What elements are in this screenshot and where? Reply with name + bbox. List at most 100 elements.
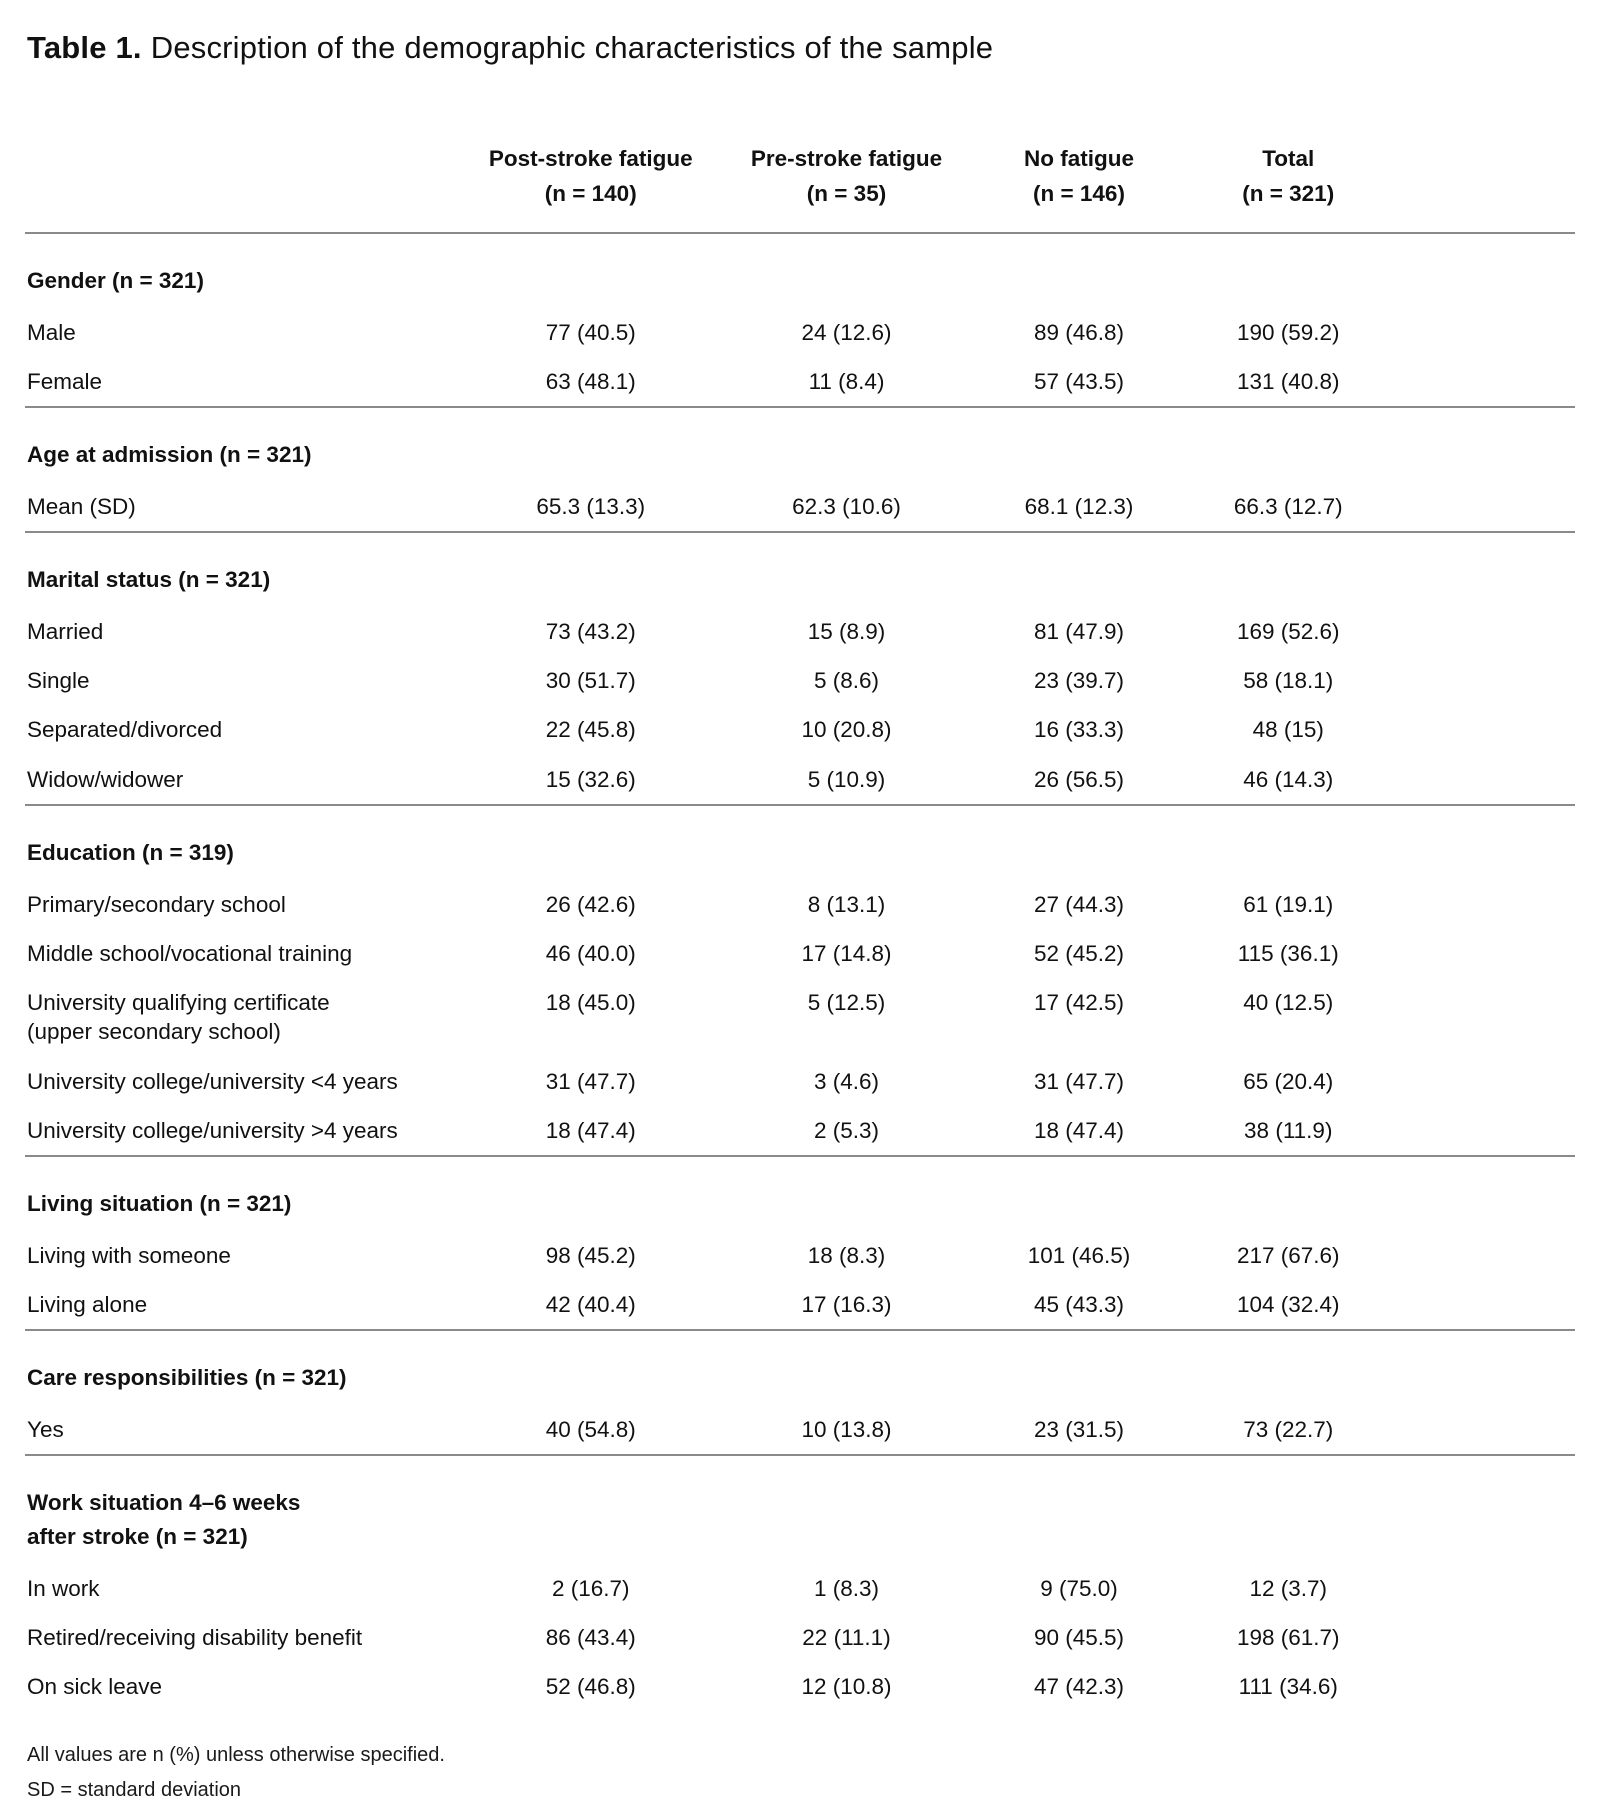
table-row: Primary/secondary school 26 (42.6) 8 (13.1… bbox=[25, 880, 1575, 929]
data-cell: 11 (8.4) bbox=[808, 368, 885, 394]
spacer-cell bbox=[1389, 755, 1575, 805]
header-row: Post-stroke fatigue (n = 140) Pre-stroke… bbox=[25, 116, 1575, 234]
table-row: Female 63 (48.1) 11 (8.4) 57 (43.5) 131 (40.… bbox=[25, 357, 1575, 407]
table-row: Retired/receiving disability benefit 86 (… bbox=[25, 1613, 1575, 1662]
header-cell-total: Total (n = 321) bbox=[1187, 116, 1389, 234]
section-header: Work situation 4–6 weeks after stroke (n… bbox=[25, 1454, 1575, 1564]
data-cell: 18 (45.0) bbox=[545, 990, 636, 1015]
section-header-row: Care responsibilities (n = 321) bbox=[25, 1329, 1575, 1405]
data-cell: 18 (47.4) bbox=[545, 1117, 636, 1143]
data-cell: 5 (10.9) bbox=[807, 766, 886, 792]
section-header: Age at admission (n = 321) bbox=[25, 406, 1575, 482]
data-cell: 111 (34.6) bbox=[1238, 1674, 1338, 1700]
data-cell: 131 (40.8) bbox=[1236, 368, 1340, 394]
data-cell: 1 (8.3) bbox=[813, 1575, 880, 1601]
spacer-cell bbox=[1389, 1231, 1575, 1280]
table-row: Middle school/vocational training 46 (40.… bbox=[25, 929, 1575, 978]
row-label: Living alone bbox=[27, 1292, 148, 1317]
column-name: No fatigue bbox=[1024, 146, 1134, 171]
header-cell-pre-stroke: Pre-stroke fatigue (n = 35) bbox=[722, 116, 971, 234]
row-label: Single bbox=[27, 668, 90, 693]
row-label: Widow/widower bbox=[27, 766, 184, 792]
row-label: Primary/secondary school bbox=[27, 891, 286, 917]
data-cell: 12 (3.7) bbox=[1249, 1575, 1328, 1601]
data-cell: 52 (46.8) bbox=[545, 1674, 636, 1700]
section-header: Education (n = 319) bbox=[25, 803, 1575, 880]
row-label: Yes bbox=[27, 1417, 64, 1442]
data-cell: 31 (47.7) bbox=[545, 1068, 636, 1094]
data-cell: 65.3 (13.3) bbox=[536, 493, 646, 519]
spacer-cell bbox=[1389, 880, 1575, 929]
row-label: In work bbox=[27, 1575, 100, 1601]
data-cell: 47 (42.3) bbox=[1033, 1674, 1125, 1700]
table-row: In work 2 (16.7) 1 (8.3) 9 (75.0) 12 (3.7) bbox=[25, 1564, 1575, 1613]
spacer-cell bbox=[1389, 1613, 1575, 1662]
data-cell: 17 (14.8) bbox=[801, 940, 892, 966]
data-cell: 61 (19.1) bbox=[1243, 891, 1334, 917]
data-cell: 217 (67.6) bbox=[1236, 1242, 1340, 1268]
data-cell: 57 (43.5) bbox=[1033, 368, 1125, 394]
data-cell: 23 (31.5) bbox=[1033, 1417, 1125, 1442]
table-row: University qualifying certificate (upper… bbox=[25, 978, 1575, 1057]
spacer-cell bbox=[1389, 705, 1575, 754]
column-n: (n = 35) bbox=[806, 180, 887, 206]
column-n: (n = 140) bbox=[544, 180, 637, 206]
data-cell: 17 (42.5) bbox=[1033, 990, 1125, 1015]
row-label: University college/university >4 years bbox=[27, 1117, 398, 1143]
table-row: Married 73 (43.2) 15 (8.9) 81 (47.9) 169 (52… bbox=[25, 607, 1575, 656]
table-row: Living with someone 98 (45.2) 18 (8.3) 101 … bbox=[25, 1231, 1575, 1280]
section-header-row: Marital status (n = 321) bbox=[25, 531, 1575, 607]
data-cell: 40 (12.5) bbox=[1243, 990, 1334, 1015]
table-row: University college/university <4 years 31… bbox=[25, 1057, 1575, 1106]
data-cell: 86 (43.4) bbox=[545, 1625, 636, 1650]
table-row: Mean (SD) 65.3 (13.3) 62.3 (10.6) 68.1 (12.… bbox=[25, 482, 1575, 532]
data-cell: 73 (43.2) bbox=[545, 618, 636, 644]
data-cell: 38 (11.9) bbox=[1244, 1117, 1333, 1143]
table-row: Yes 40 (54.8) 10 (13.8) 23 (31.5) 73 (22.7) bbox=[25, 1405, 1575, 1455]
data-cell: 169 (52.6) bbox=[1236, 618, 1340, 644]
data-cell: 101 (46.5) bbox=[1027, 1242, 1131, 1268]
spacer-cell bbox=[1389, 1662, 1575, 1711]
table-body: Gender (n = 321) Male 77 (40.5) 24 (12.6) 89… bbox=[25, 233, 1575, 1712]
data-cell: 24 (12.6) bbox=[801, 319, 892, 345]
section-header: Gender (n = 321) bbox=[27, 267, 204, 293]
data-cell: 46 (14.3) bbox=[1243, 766, 1334, 792]
data-cell: 45 (43.3) bbox=[1033, 1292, 1125, 1317]
spacer-cell bbox=[1389, 929, 1575, 978]
data-cell: 98 (45.2) bbox=[545, 1242, 636, 1268]
row-label: Retired/receiving disability benefit bbox=[27, 1625, 363, 1650]
spacer-cell bbox=[1389, 357, 1575, 407]
data-cell: 115 (36.1) bbox=[1237, 940, 1339, 966]
data-cell: 18 (47.4) bbox=[1033, 1117, 1125, 1143]
row-label: Male bbox=[27, 319, 76, 345]
data-cell: 65 (20.4) bbox=[1243, 1068, 1334, 1094]
table-row: Widow/widower 15 (32.6) 5 (10.9) 26 (56.5) 4… bbox=[25, 755, 1575, 805]
table-header: Post-stroke fatigue (n = 140) Pre-stroke… bbox=[25, 116, 1575, 234]
spacer-cell bbox=[1389, 308, 1575, 357]
data-cell: 5 (12.5) bbox=[807, 990, 886, 1015]
section-header: Care responsibilities (n = 321) bbox=[25, 1329, 1575, 1405]
data-cell: 58 (18.1) bbox=[1243, 668, 1334, 693]
column-name: Post-stroke fatigue bbox=[488, 146, 693, 171]
data-cell: 15 (32.6) bbox=[545, 766, 636, 792]
section-header: Living situation (n = 321) bbox=[25, 1155, 1575, 1231]
data-cell: 90 (45.5) bbox=[1033, 1625, 1125, 1650]
table-row: Separated/divorced 22 (45.8) 10 (20.8) 16 (… bbox=[25, 705, 1575, 754]
data-cell: 26 (42.6) bbox=[545, 891, 636, 917]
data-cell: 10 (20.8) bbox=[801, 717, 892, 743]
section-header: Marital status (n = 321) bbox=[25, 531, 1575, 607]
header-cell-post-stroke: Post-stroke fatigue (n = 140) bbox=[459, 116, 723, 234]
data-cell: 2 (5.3) bbox=[813, 1117, 880, 1143]
row-label: Middle school/vocational training bbox=[27, 940, 353, 966]
data-cell: 104 (32.4) bbox=[1236, 1292, 1340, 1317]
data-cell: 12 (10.8) bbox=[801, 1674, 892, 1700]
spacer-cell bbox=[1389, 607, 1575, 656]
data-cell: 52 (45.2) bbox=[1033, 940, 1125, 966]
data-cell: 26 (56.5) bbox=[1033, 766, 1125, 792]
row-label: Separated/divorced bbox=[27, 717, 223, 743]
spacer-cell bbox=[1389, 482, 1575, 532]
spacer-cell bbox=[1389, 1405, 1575, 1455]
column-name: Total bbox=[1262, 146, 1315, 171]
spacer-cell bbox=[1389, 656, 1575, 705]
